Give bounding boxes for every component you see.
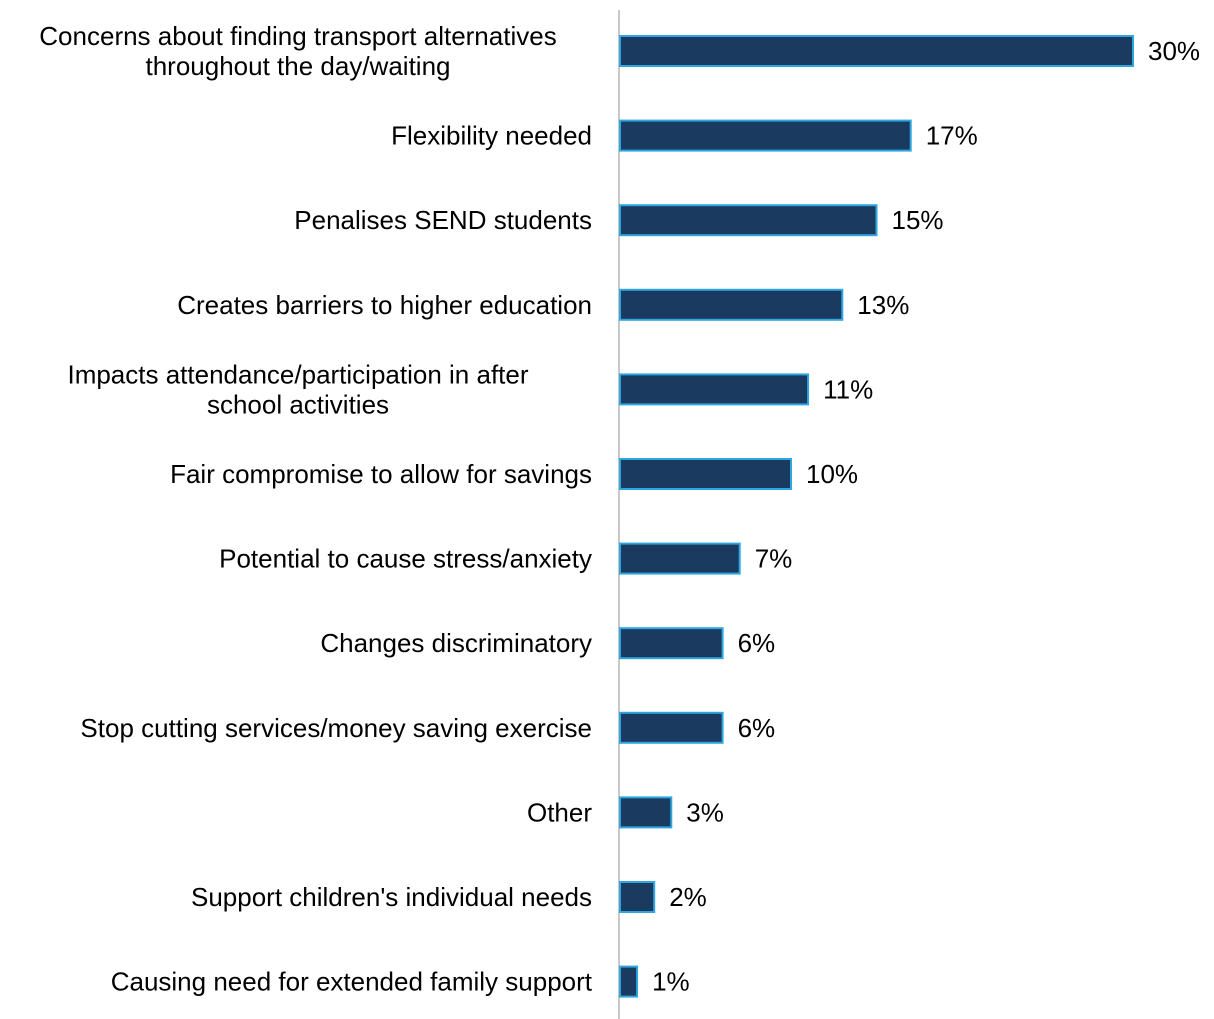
category-label-line: school activities: [207, 389, 389, 419]
bar: [620, 205, 877, 235]
bar: [620, 290, 842, 320]
value-label: 2%: [669, 882, 707, 912]
category-label: Penalises SEND students: [294, 205, 592, 235]
bar: [620, 628, 723, 658]
category-label: Impacts attendance/participation in afte…: [67, 359, 528, 419]
value-label: 17%: [926, 121, 978, 151]
value-label: 3%: [686, 797, 724, 827]
category-label-line: throughout the day/waiting: [146, 51, 451, 81]
category-label: Causing need for extended family support: [111, 967, 593, 997]
category-label: Changes discriminatory: [320, 628, 592, 658]
value-label: 30%: [1148, 36, 1200, 66]
bar: [620, 882, 654, 912]
category-label: Other: [527, 797, 592, 827]
bar: [620, 713, 723, 743]
value-label: 11%: [823, 374, 873, 404]
category-label: Support children's individual needs: [191, 882, 592, 912]
value-label: 13%: [857, 290, 909, 320]
bar: [620, 967, 637, 997]
bar: [620, 121, 911, 151]
category-label: Fair compromise to allow for savings: [170, 459, 592, 489]
value-labels-group: 30% 17% 15% 13% 11% 10% 7% 6% 6% 3% 2% 1%: [652, 36, 1200, 997]
value-label: 7%: [755, 544, 793, 574]
category-label: Potential to cause stress/anxiety: [219, 544, 592, 574]
category-label-line: Impacts attendance/participation in afte…: [67, 359, 528, 389]
category-label: Flexibility needed: [391, 121, 592, 151]
bar: [620, 544, 740, 574]
value-label: 6%: [738, 713, 776, 743]
category-label-line: Concerns about finding transport alterna…: [39, 21, 556, 51]
category-label: Creates barriers to higher education: [177, 290, 592, 320]
value-label: 1%: [652, 967, 690, 997]
value-label: 10%: [806, 459, 858, 489]
category-label: Stop cutting services/money saving exerc…: [80, 713, 592, 743]
bars-group: [620, 36, 1133, 997]
bar: [620, 36, 1133, 66]
bar: [620, 797, 671, 827]
category-labels-group: Concerns about finding transport alterna…: [39, 21, 592, 997]
category-label: Concerns about finding transport alterna…: [39, 21, 556, 81]
bar: [620, 459, 791, 489]
value-label: 15%: [892, 205, 944, 235]
value-label: 6%: [738, 628, 776, 658]
bar: [620, 374, 808, 404]
